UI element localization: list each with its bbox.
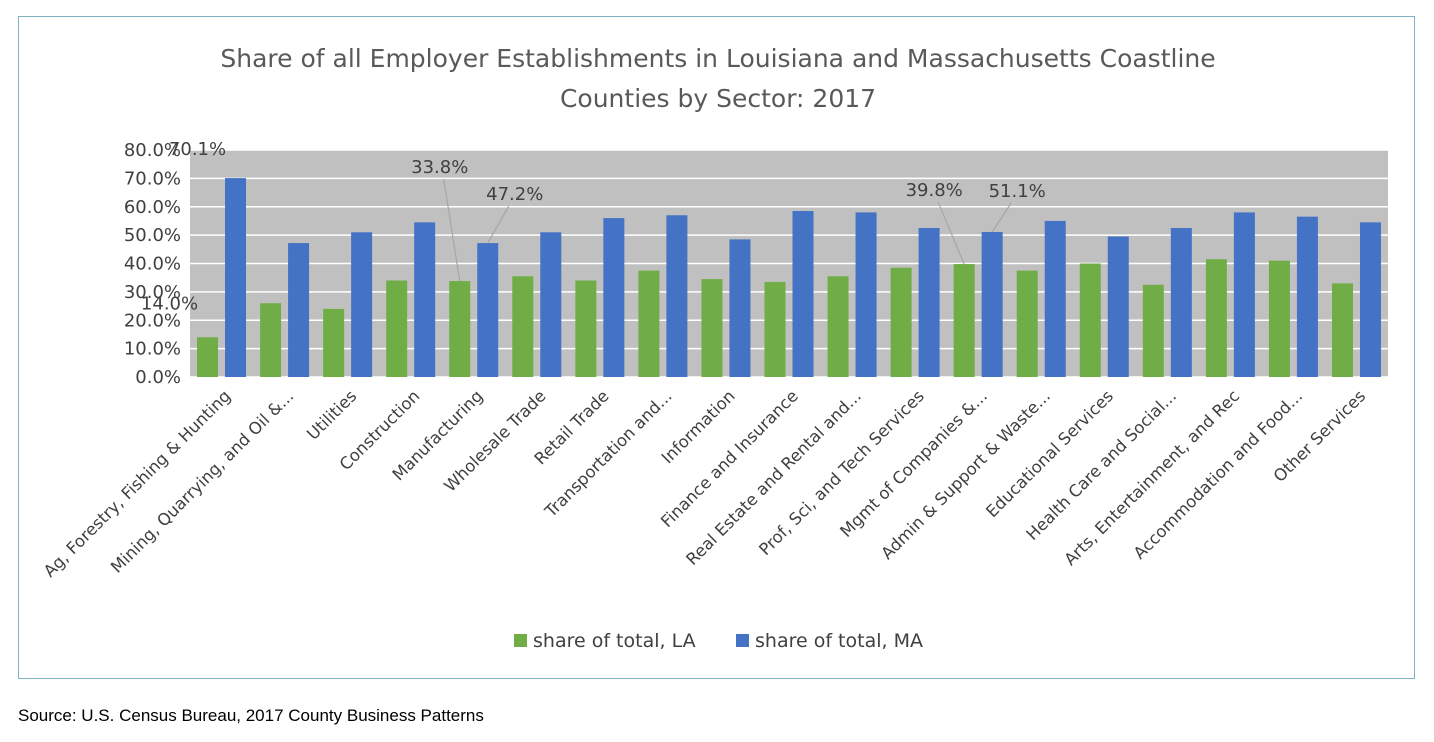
legend-label-la: share of total, LA: [533, 630, 696, 652]
y-tick-label: 10.0%: [124, 339, 181, 360]
bar-ma: [225, 178, 247, 377]
bar-la: [1142, 284, 1164, 377]
data-label: 47.2%: [486, 184, 543, 205]
bar-ma: [540, 232, 562, 377]
bar-la: [953, 264, 975, 377]
bar-la: [764, 281, 786, 377]
bar-ma: [288, 243, 310, 377]
y-tick-label: 60.0%: [124, 197, 181, 218]
bar-ma: [918, 228, 940, 377]
bar-ma: [477, 243, 499, 377]
bar-la: [827, 276, 849, 377]
bar-la: [890, 267, 912, 377]
y-tick-label: 50.0%: [124, 225, 181, 246]
legend-label-ma: share of total, MA: [755, 630, 923, 652]
data-label: 33.8%: [411, 157, 468, 178]
bar-ma: [603, 218, 625, 377]
chart-title-line-2: Counties by Sector: 2017: [560, 84, 876, 113]
category-label: Educational Services: [982, 386, 1117, 521]
bar-ma: [792, 211, 814, 377]
data-label: 14.0%: [141, 293, 198, 314]
bar-la: [701, 279, 723, 377]
y-tick-label: 40.0%: [124, 254, 181, 275]
bar-la: [449, 281, 471, 377]
bar-la: [386, 280, 408, 377]
bar-la: [260, 303, 282, 377]
bar-ma: [1044, 220, 1066, 377]
y-tick-label: 80.0%: [124, 140, 181, 161]
data-label: 70.1%: [169, 139, 226, 160]
legend-swatch-la: [514, 634, 527, 647]
legend: share of total, LA share of total, MA: [514, 630, 923, 652]
bar-la: [1268, 260, 1290, 377]
category-label: Utilities: [303, 386, 360, 443]
bar-ma: [351, 232, 373, 377]
bar-ma: [1296, 216, 1318, 377]
bar-ma: [729, 239, 751, 377]
data-label: 51.1%: [989, 181, 1046, 202]
bar-la: [323, 308, 345, 377]
y-tick-label: 0.0%: [135, 367, 181, 388]
bar-la: [1016, 270, 1038, 377]
data-label-leader: [937, 201, 965, 265]
data-label: 39.8%: [906, 180, 963, 201]
bar-ma: [666, 215, 688, 377]
bar-ma: [1107, 236, 1129, 377]
chart-frame: Share of all Employer Establishments in …: [18, 16, 1415, 679]
category-label: Transportation and...: [541, 386, 676, 521]
y-tick-label: 70.0%: [124, 168, 181, 189]
data-label-leader: [443, 178, 461, 282]
bar-ma: [414, 222, 436, 377]
bar-la: [1079, 263, 1101, 377]
bar-ma: [1359, 222, 1381, 377]
y-tick-label: 30.0%: [124, 282, 181, 303]
bar-ma: [1233, 212, 1255, 377]
bar-chart: Share of all Employer Establishments in …: [40, 44, 1388, 652]
source-note: Source: U.S. Census Bureau, 2017 County …: [18, 706, 484, 725]
bar-la: [197, 337, 219, 377]
bar-ma: [1170, 228, 1192, 377]
data-label-leader: [487, 205, 510, 244]
legend-swatch-ma: [736, 634, 749, 647]
bar-ma: [855, 212, 877, 377]
chart-title-line-1: Share of all Employer Establishments in …: [220, 44, 1215, 73]
y-tick-label: 20.0%: [124, 310, 181, 331]
bar-la: [638, 270, 660, 377]
data-label-leader: [991, 202, 1012, 233]
bar-la: [512, 276, 534, 377]
bar-ma: [981, 232, 1003, 377]
bar-la: [575, 280, 597, 377]
bar-la: [1331, 283, 1353, 377]
bar-la: [1205, 259, 1227, 377]
